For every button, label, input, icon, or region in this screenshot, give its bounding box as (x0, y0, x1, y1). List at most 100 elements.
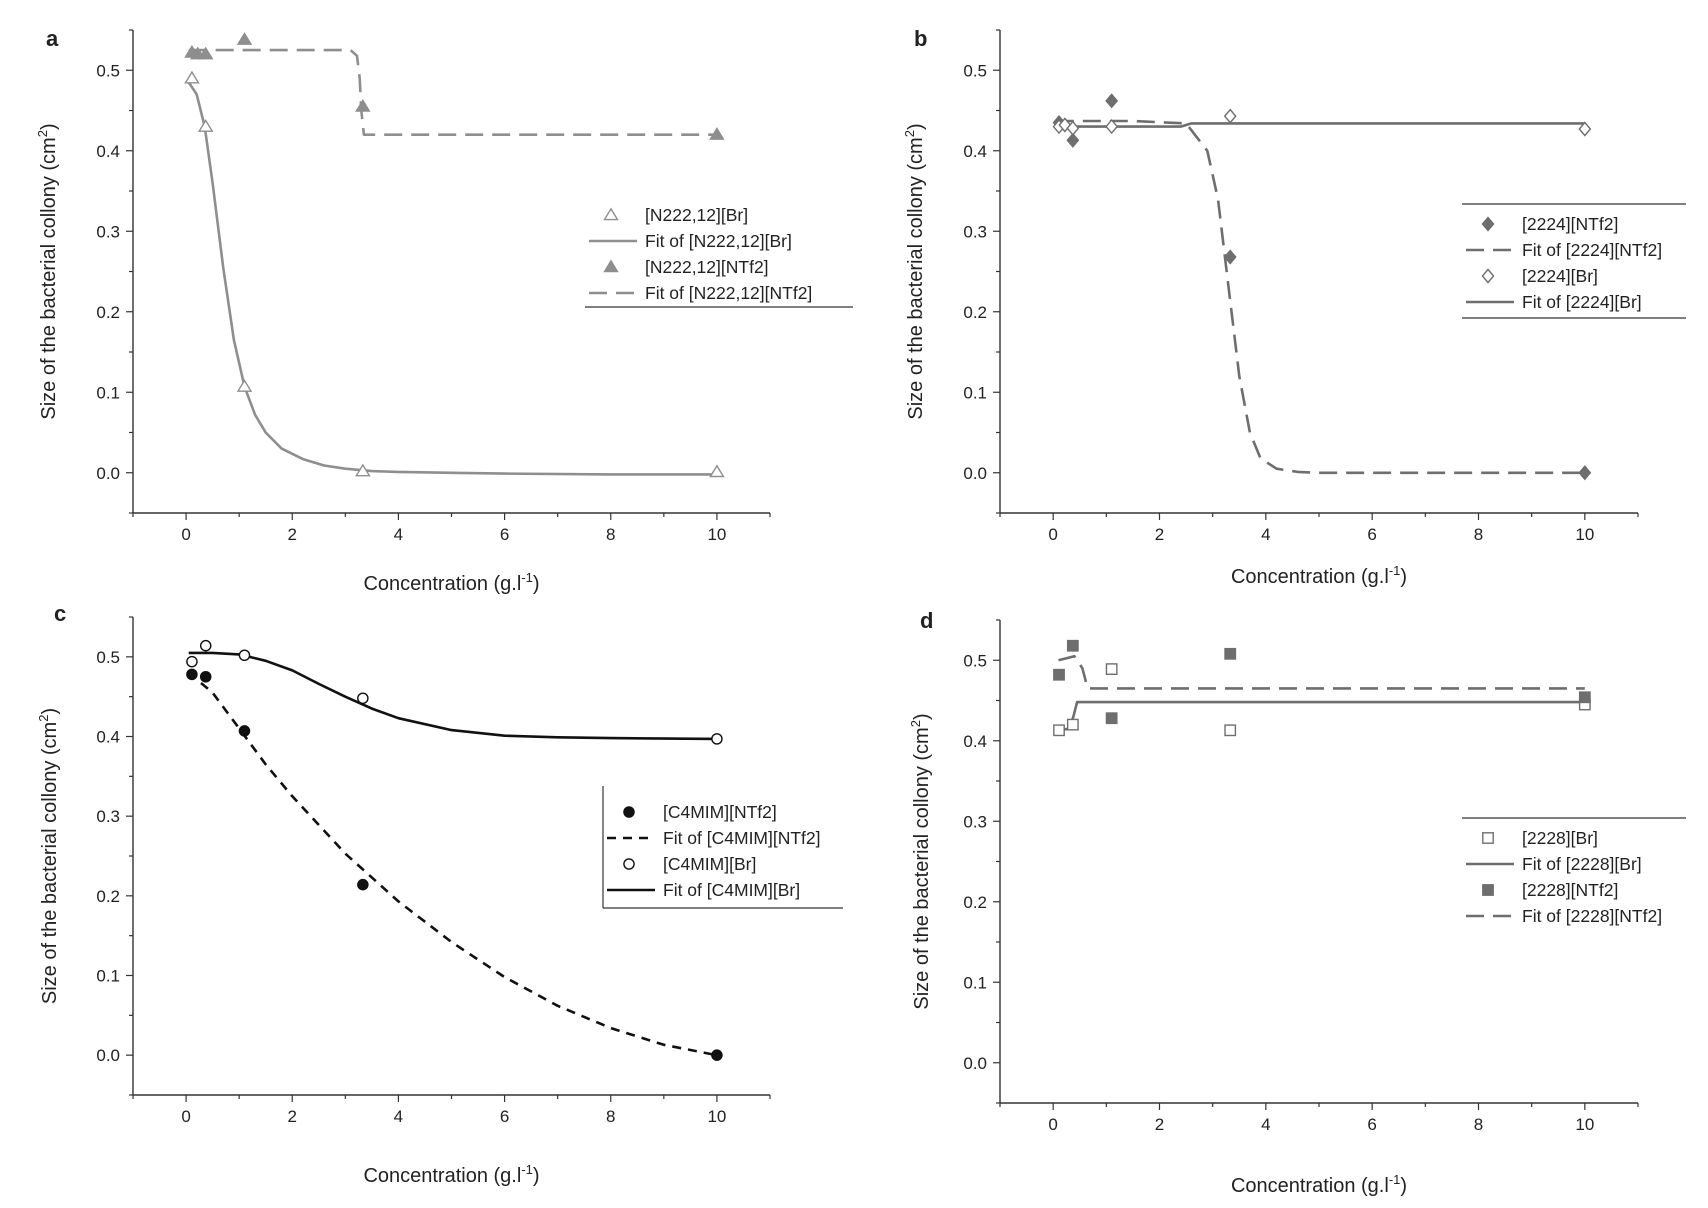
y-tick-label: 0.2 (963, 303, 987, 322)
y-axis-label-sup: 2 (902, 130, 917, 137)
data-point (1058, 117, 1072, 133)
legend-label: Fit of [C4MIM][Br] (663, 880, 800, 900)
x-tick-label: 6 (1367, 525, 1376, 544)
data-point (1105, 663, 1118, 676)
x-axis-label: Concentration (g.l-1) (1231, 1172, 1407, 1197)
y-tick-label: 0.3 (96, 222, 120, 241)
fit-line (187, 671, 718, 1057)
x-tick-label: 10 (1575, 525, 1594, 544)
data-point (1105, 93, 1119, 109)
data-point (197, 119, 214, 132)
x-tick-label: 4 (1261, 1115, 1270, 1134)
fit-line (1058, 700, 1585, 732)
x-axis-label: Concentration (g.l-1) (363, 1162, 539, 1187)
x-tick-label: 2 (288, 1107, 297, 1126)
y-axis-label: Size of the bacterial collony (cm2) (36, 708, 61, 1004)
y-axis-label-sup: 2 (908, 720, 923, 727)
legend-marker (1482, 832, 1494, 844)
data-point (184, 70, 200, 84)
y-axis-label-main: Size of the bacterial collony (cm (911, 727, 933, 1009)
legend-marker (1481, 216, 1495, 232)
x-tick-label: 0 (181, 1107, 190, 1126)
y-tick-label: 0.4 (96, 142, 120, 161)
y-tick-label: 0.2 (96, 887, 120, 906)
data-point (355, 463, 371, 477)
y-axis-label-sup: 2 (36, 715, 51, 722)
y-tick-label: 0.1 (96, 383, 120, 402)
y-tick-label: 0.1 (96, 967, 120, 986)
x-axis-label-end: ) (1400, 566, 1407, 588)
panel-letter: a (46, 26, 59, 51)
x-tick-label: 4 (394, 1107, 403, 1126)
x-tick-label: 2 (1155, 1115, 1164, 1134)
data-point (1066, 639, 1079, 652)
y-axis-label-main: Size of the bacterial collony (cm (905, 137, 927, 419)
legend-label: Fit of [N222,12][Br] (645, 231, 792, 251)
x-tick-label: 6 (500, 525, 509, 544)
y-tick-label: 0.1 (963, 973, 987, 992)
data-point (236, 32, 253, 45)
legend-marker (603, 207, 619, 221)
data-point (238, 649, 251, 662)
fit-line (188, 651, 717, 741)
x-tick-label: 8 (1474, 525, 1483, 544)
x-axis-label: Concentration (g.l-1) (1231, 563, 1407, 588)
x-tick-label: 2 (288, 525, 297, 544)
y-tick-label: 0.3 (96, 807, 120, 826)
legend: [2224][NTf2] Fit of [2224][NTf2] [2224][Br… (1462, 203, 1686, 319)
data-point (357, 878, 369, 891)
x-axis-label-end: ) (533, 573, 540, 595)
panel-letter: c (54, 601, 66, 626)
y-tick-label: 0.2 (963, 893, 987, 912)
data-point (1578, 465, 1592, 481)
data-point (199, 639, 212, 652)
panel-a: a 0 2 4 6 8 10 0.0 0.1 0.2 0.3 0.4 0.5 Concentration … (35, 26, 853, 595)
y-axis-label-end: ) (911, 713, 933, 720)
data-point (1066, 132, 1080, 148)
fit-line (188, 48, 717, 136)
data-point (357, 692, 369, 705)
y-tick-label: 0.0 (96, 464, 120, 483)
legend-marker (1481, 268, 1495, 284)
legend-label: [C4MIM][NTf2] (663, 802, 777, 822)
legend: [N222,12][Br] Fit of [N222,12][Br] [N222,1… (585, 205, 853, 308)
legend: [C4MIM][NTf2] Fit of [C4MIM][NTf2] [C4MIM]… (602, 786, 843, 909)
x-axis-label-main: Concentration (g.l (1231, 566, 1389, 588)
y-axis-label-sup: 2 (35, 130, 50, 137)
panel-letter: b (914, 26, 927, 51)
x-axis-label-end: ) (533, 1165, 540, 1187)
y-tick-label: 0.5 (963, 651, 987, 670)
data-point (1105, 712, 1118, 725)
x-tick-label: 8 (606, 1107, 615, 1126)
data-point (1224, 647, 1237, 660)
data-point (238, 725, 251, 737)
data-point (1223, 249, 1237, 265)
x-tick-label: 8 (1474, 1115, 1483, 1134)
data-point (1224, 724, 1237, 737)
fit-line (187, 81, 717, 476)
y-tick-label: 0.4 (963, 732, 987, 751)
x-tick-label: 2 (1155, 525, 1164, 544)
legend: [2228][Br] Fit of [2228][Br] [2228][NTf2] F… (1462, 817, 1686, 926)
y-tick-label: 0.0 (963, 1054, 987, 1073)
y-tick-label: 0.5 (96, 648, 120, 667)
data-point (1105, 119, 1119, 135)
data-point (186, 668, 198, 681)
data-point (1223, 108, 1237, 124)
data-point (1578, 121, 1592, 137)
legend-label: [2224][NTf2] (1522, 214, 1618, 234)
x-axis-label-sup: -1 (1389, 563, 1401, 578)
data-point (236, 379, 253, 392)
x-axis-label: Concentration (g.l-1) (363, 570, 539, 595)
x-tick-label: 4 (1261, 525, 1270, 544)
legend-label: [N222,12][NTf2] (645, 257, 769, 277)
y-tick-label: 0.1 (963, 383, 987, 402)
legend-label: [N222,12][Br] (645, 205, 748, 225)
panel-b: b 0 2 4 6 8 10 0.0 0.1 0.2 0.3 0.4 0.5 Concentration … (902, 26, 1686, 588)
y-axis-label: Size of the bacterial collony (cm2) (902, 123, 927, 419)
x-tick-label: 6 (500, 1107, 509, 1126)
x-axis-label-main: Concentration (g.l (1231, 1175, 1389, 1197)
data-point (709, 464, 725, 478)
data-point (1066, 120, 1080, 136)
